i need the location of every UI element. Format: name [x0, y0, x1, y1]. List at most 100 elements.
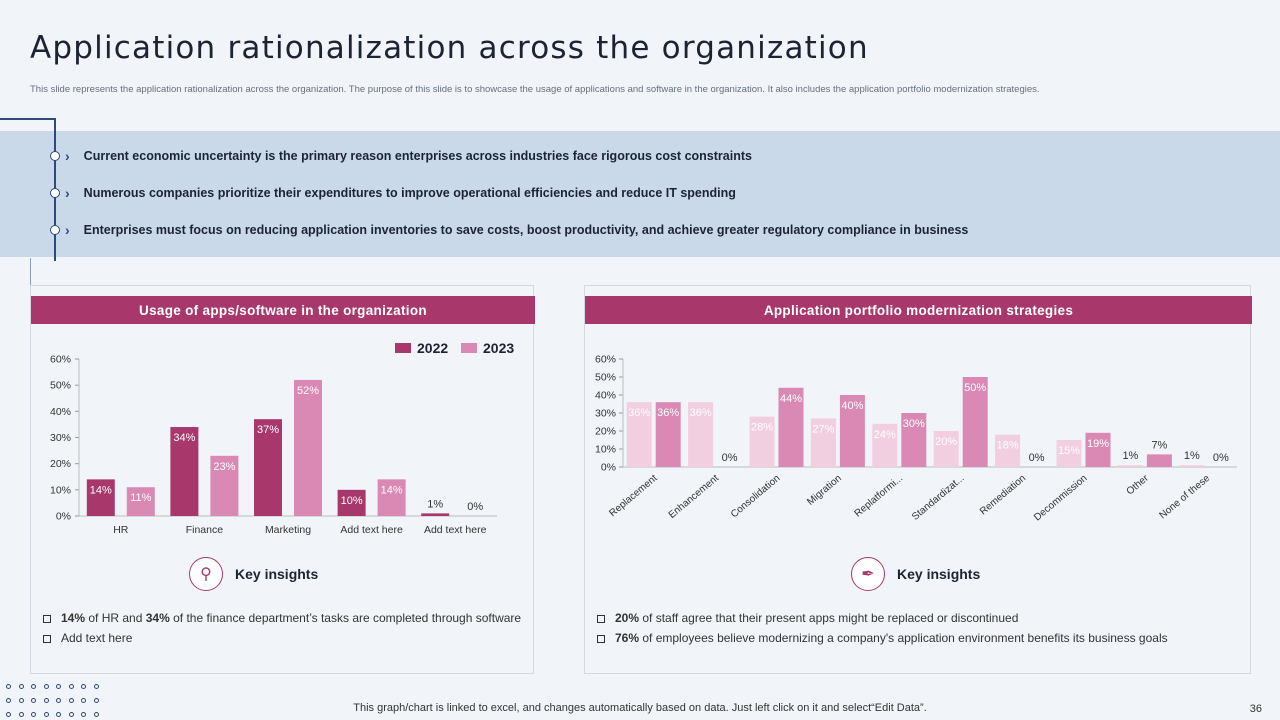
data-label: 37%: [257, 424, 279, 436]
bar-series-2: [901, 413, 927, 467]
decor-dot-icon: [81, 698, 86, 703]
right-panel-header: Application portfolio modernization stra…: [585, 296, 1252, 324]
checkbox-bullet-icon: [43, 615, 51, 623]
note-text: 76% of employees believe modernizing a c…: [615, 631, 1168, 645]
bar-series-1: [810, 418, 836, 467]
data-label: 1%: [1122, 450, 1138, 462]
right-insight: ✒ Key insights: [851, 557, 980, 591]
checkbox-bullet-icon: [597, 635, 605, 643]
bar-2022: [86, 479, 115, 516]
x-tick-label: Marketing: [265, 524, 311, 536]
pen-nib-icon: ✒: [851, 557, 885, 591]
bar-series-2: [778, 387, 804, 467]
data-label: 34%: [173, 432, 195, 444]
timeline-connector: [30, 258, 31, 288]
legend-swatch: [461, 343, 477, 353]
chevron-right-icon: ›: [65, 148, 70, 164]
bar-series-2: [1085, 432, 1111, 467]
data-label: 50%: [964, 382, 986, 394]
insight-note: 20% of staff agree that their present ap…: [597, 611, 1245, 626]
decor-dot-icon: [93, 684, 99, 689]
decor-dot-icon: [6, 684, 11, 689]
data-label: 15%: [1058, 445, 1080, 457]
data-label: 44%: [780, 393, 802, 405]
right-panel: Application portfolio modernization stra…: [584, 285, 1252, 674]
x-tick-label: Consolidation: [729, 473, 783, 520]
y-tick-label: 20%: [50, 458, 71, 470]
data-label: 23%: [213, 461, 235, 473]
bar-2022: [421, 513, 450, 516]
bar-series-1: [1056, 440, 1082, 467]
x-tick-label: None of these: [1157, 473, 1212, 522]
data-label: 36%: [628, 407, 650, 419]
x-tick-label: Decommission: [1032, 473, 1089, 524]
bar-series-1: [933, 431, 959, 467]
usage-bar-chart[interactable]: 0% 10% 20% 30% 40% 50% 60% 14% 11% HR 34% 23% Financ…: [31, 286, 535, 546]
left-panel-header: Usage of apps/software in the organizati…: [31, 296, 535, 324]
legend-label: 2023: [483, 340, 514, 356]
y-tick-label: 0%: [601, 462, 616, 474]
x-tick-label: Add text here: [340, 524, 403, 536]
data-label: 52%: [297, 385, 319, 397]
x-tick-label: Finance: [186, 524, 224, 536]
bar-series-1: [688, 402, 714, 467]
data-label: 30%: [903, 418, 925, 430]
legend-label: 2022: [417, 340, 448, 356]
decor-dot-icon: [93, 712, 99, 717]
data-label: 27%: [812, 423, 834, 435]
bullet-item: › Enterprises must focus on reducing app…: [50, 220, 968, 240]
bar-series-1: [749, 416, 775, 467]
decor-dot-icon: [68, 684, 74, 689]
data-label: 0%: [1029, 452, 1045, 464]
bullet-dot-icon: [50, 151, 60, 161]
decor-dot-icon: [6, 698, 11, 703]
y-tick-label: 40%: [50, 406, 71, 418]
bar-series-1: [872, 423, 898, 467]
decor-dot-icon: [56, 698, 61, 703]
decor-dot-icon: [31, 698, 36, 703]
decor-dot-icon: [18, 712, 24, 717]
slide-subtitle: This slide represents the application ra…: [30, 84, 1040, 95]
chevron-right-icon: ›: [65, 185, 70, 201]
left-notes: 14% of HR and 34% of the finance departm…: [43, 611, 523, 651]
strategies-bar-chart[interactable]: 0% 10% 20% 30% 40% 50% 60% 36% 36% Replacement 36%…: [585, 286, 1252, 546]
decor-dot-icon: [68, 698, 74, 703]
bullet-dot-icon: [50, 225, 60, 235]
checkbox-bullet-icon: [43, 635, 51, 643]
data-label: 20%: [935, 436, 957, 448]
insight-note: 76% of employees believe modernizing a c…: [597, 631, 1245, 646]
data-label: 36%: [657, 407, 679, 419]
y-tick-label: 60%: [595, 354, 616, 366]
decor-dot-icon: [43, 698, 49, 703]
bar-series-2: [655, 402, 681, 467]
bar-2023: [126, 487, 155, 516]
data-label: 1%: [427, 498, 443, 510]
bullet-item: › Current economic uncertainty is the pr…: [50, 146, 752, 166]
bar-2023: [210, 455, 239, 516]
bar-series-1: [1179, 465, 1205, 467]
y-tick-label: 60%: [50, 354, 71, 366]
data-label: 18%: [997, 440, 1019, 452]
bar-series-2: [962, 377, 988, 467]
data-label: 0%: [722, 452, 738, 464]
data-label: 11%: [130, 492, 151, 504]
insight-note: Add text here: [43, 631, 523, 646]
x-tick-label: Enhancement: [667, 473, 722, 521]
bar-2022: [170, 427, 199, 516]
data-label: 14%: [90, 484, 112, 496]
decor-dot-icon: [6, 712, 11, 717]
data-label: 36%: [690, 407, 712, 419]
bar-series-1: [995, 434, 1021, 467]
y-tick-label: 30%: [595, 408, 616, 420]
right-notes: 20% of staff agree that their present ap…: [597, 611, 1245, 651]
bullet-item: › Numerous companies prioritize their ex…: [50, 183, 736, 203]
data-label: 24%: [874, 429, 896, 441]
bar-2022: [337, 489, 366, 516]
note-text: 14% of HR and 34% of the finance departm…: [61, 611, 522, 625]
decor-dot-icon: [43, 712, 49, 717]
y-tick-label: 0%: [56, 511, 71, 523]
y-tick-label: 10%: [595, 444, 616, 456]
note-text: 20% of staff agree that their present ap…: [615, 611, 1019, 625]
data-label: 40%: [841, 400, 863, 412]
timeline-top-line: [0, 118, 54, 120]
